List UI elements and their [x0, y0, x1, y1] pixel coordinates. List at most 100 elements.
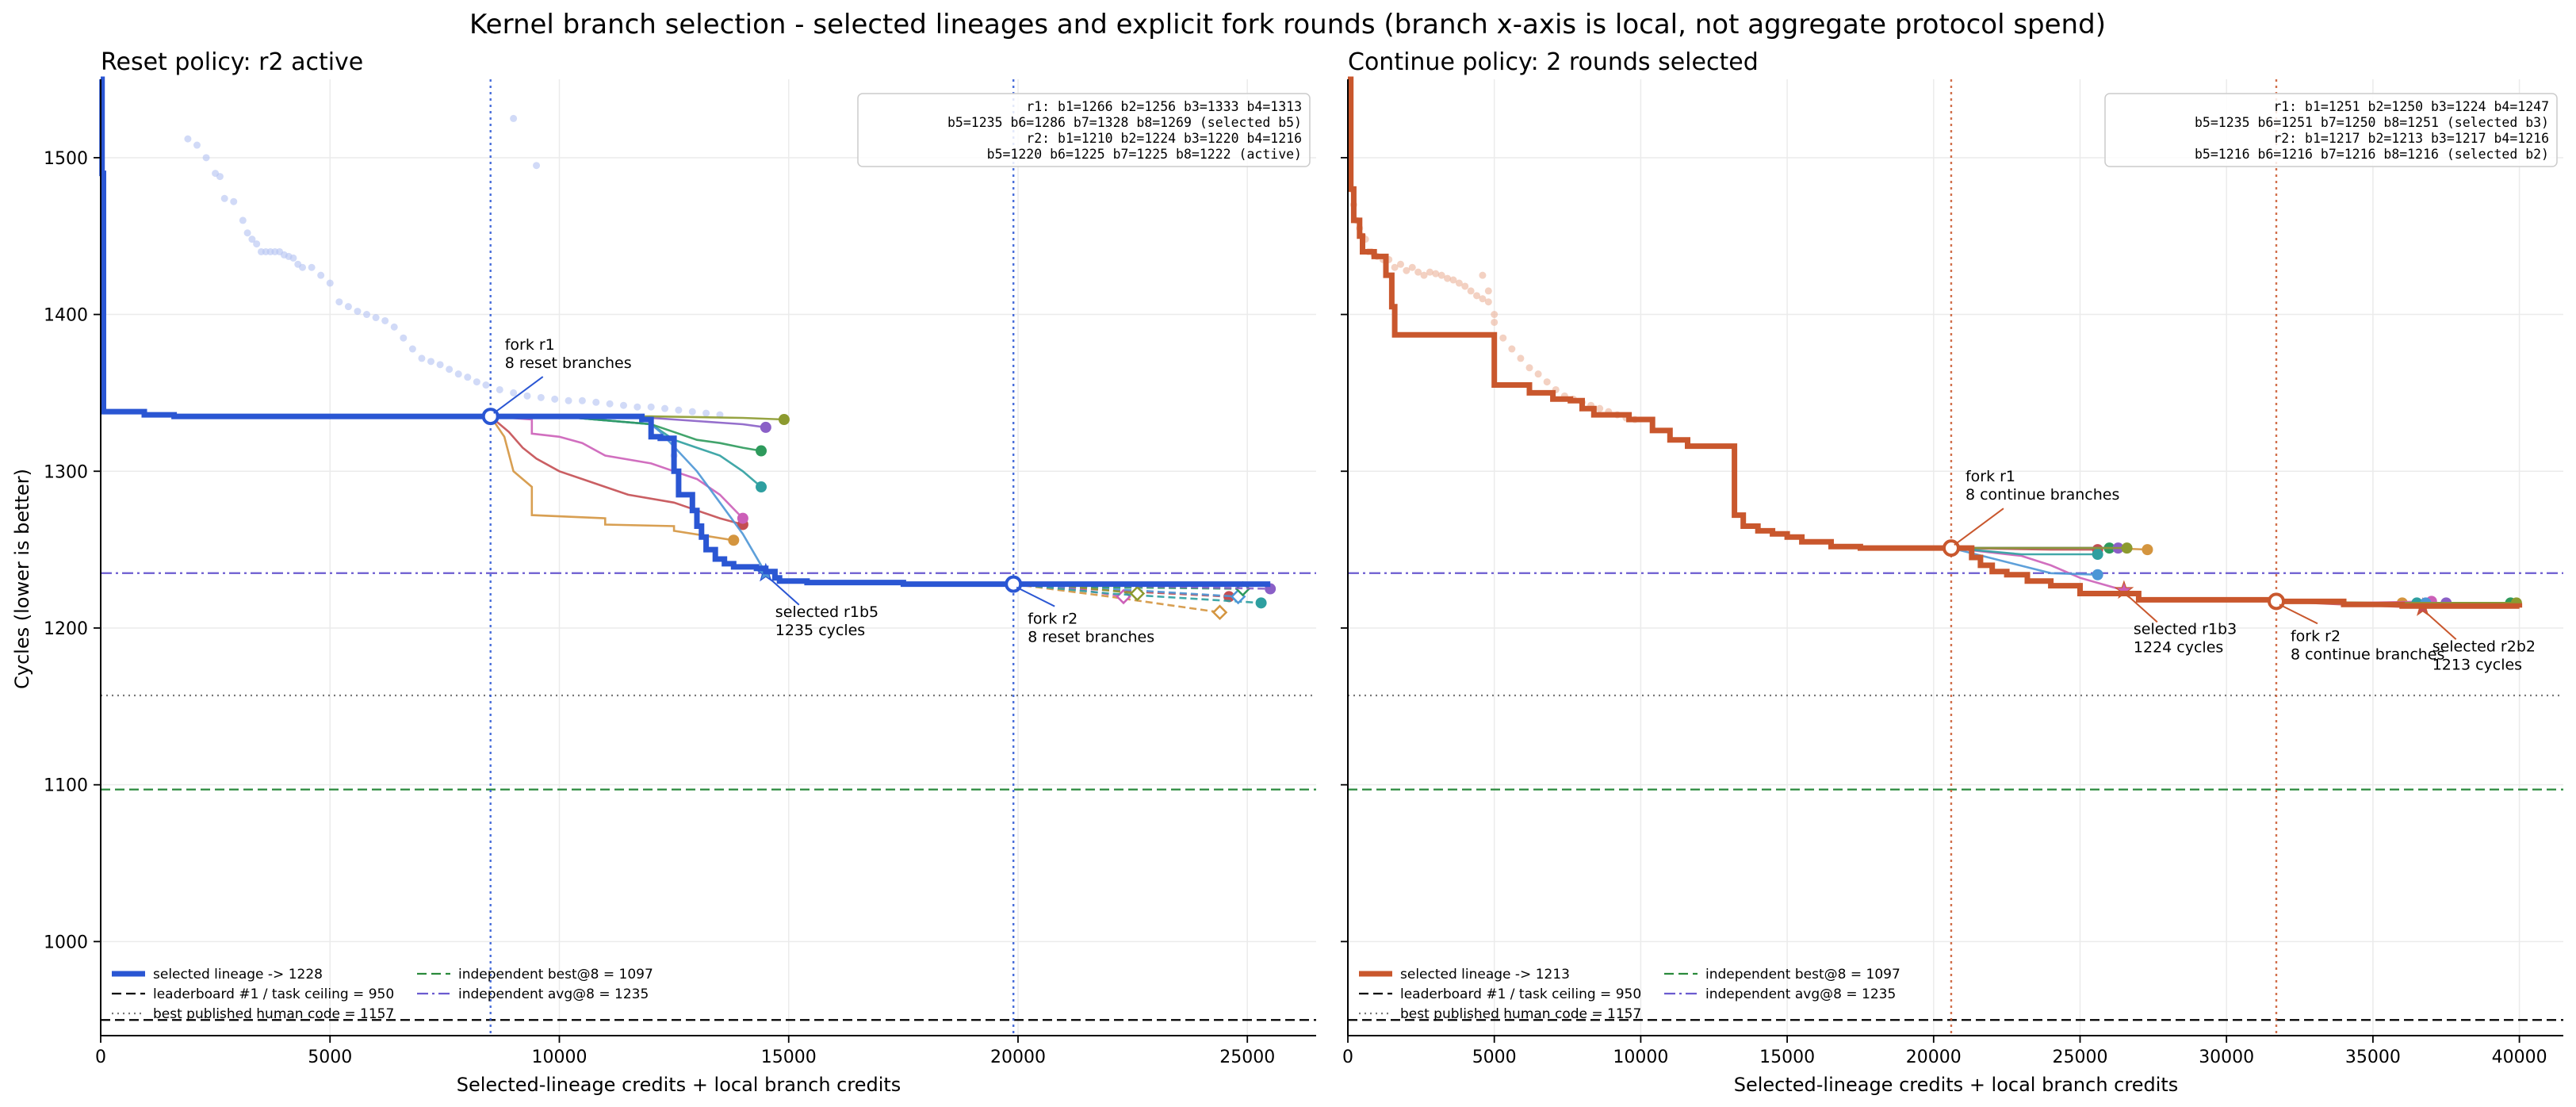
- reset-background-point: [619, 401, 627, 409]
- continue-x-tick-label: 20000: [1906, 1048, 1962, 1067]
- reset-fork-marker: [1005, 575, 1023, 593]
- continue-branch-line: [1950, 546, 2098, 556]
- reset-selected-lineage: [99, 76, 1271, 588]
- reset-branch-end-marker: [760, 421, 771, 433]
- reset-background-point: [317, 271, 325, 279]
- reset-background-point: [578, 396, 586, 404]
- reset-legend-label: leaderboard #1 / task ceiling = 950: [153, 986, 394, 1002]
- continue-background-point: [1426, 268, 1433, 276]
- reset-y-axis-label: Cycles (lower is better): [11, 469, 33, 689]
- reset-background-point: [565, 396, 572, 404]
- reset-background-point: [418, 354, 426, 362]
- continue-background-point: [1543, 378, 1551, 386]
- continue-info-box: [2104, 93, 2558, 167]
- continue-fork-annotation-arrow: [1954, 508, 2004, 546]
- reset-background-point: [184, 135, 192, 143]
- reset-background-point: [496, 385, 503, 393]
- reset-branch-end-marker: [737, 512, 748, 524]
- reset-background-point: [243, 229, 251, 237]
- reset-background-point: [253, 240, 261, 248]
- reset-branch-end-marker: [756, 481, 767, 493]
- reset-x-tick-label: 15000: [761, 1048, 817, 1067]
- reset-background-point: [661, 404, 669, 412]
- reset-background-point: [482, 381, 490, 389]
- reset-branch-end-marker: [1211, 604, 1228, 620]
- reset-legend-label: independent avg@8 = 1235: [458, 986, 649, 1002]
- continue-x-tick-label: 25000: [2052, 1048, 2107, 1067]
- continue-branch-line: [1950, 546, 2098, 576]
- reset-y-tick-label: 1100: [44, 776, 88, 796]
- reset-background-point: [510, 389, 518, 396]
- continue-x-tick-label: 15000: [1759, 1048, 1815, 1067]
- continue-background-point: [1461, 282, 1469, 290]
- continue-fork-label-detail: 8 continue branches: [1965, 486, 2119, 504]
- reset-background-point: [193, 141, 201, 149]
- reset-legend-label: selected lineage -> 1228: [153, 967, 323, 983]
- reset-background-point: [551, 395, 559, 403]
- continue-x-tick-label: 0: [1342, 1048, 1353, 1067]
- reset-y-tick-label: 1300: [44, 462, 88, 482]
- continue-x-tick-label: 35000: [2345, 1048, 2401, 1067]
- reset-background-point: [436, 361, 444, 369]
- continue-background-point: [1517, 354, 1525, 362]
- reset-fork-annotation-arrow: [493, 376, 544, 414]
- reset-y-tick-label: 1400: [44, 306, 88, 326]
- continue-branch-end-marker: [2092, 549, 2103, 561]
- continue-x-tick-label: 5000: [1472, 1048, 1517, 1067]
- continue-x-tick-label: 30000: [2199, 1048, 2254, 1067]
- continue-background-point: [1491, 318, 1499, 326]
- reset-info-box-line: r1: b1=1266 b2=1256 b3=1333 b4=1313: [1026, 99, 1302, 114]
- continue-background-point: [1396, 260, 1404, 268]
- reset-background-layer: [100, 79, 1316, 1036]
- reset-background-point: [400, 334, 408, 342]
- continue-background-point: [1508, 345, 1516, 353]
- reset-x-tick-label: 5000: [308, 1048, 352, 1067]
- reset-background-point: [354, 308, 362, 316]
- reset-background-point: [326, 279, 334, 287]
- reset-x-tick-label: 10000: [531, 1048, 587, 1067]
- reset-background-point: [308, 263, 316, 271]
- reset-background-point: [248, 236, 256, 243]
- continue-legend-label: independent avg@8 = 1235: [1705, 986, 1896, 1002]
- reset-background-point: [239, 216, 247, 224]
- reset-branch-end-marker: [1129, 585, 1146, 602]
- reset-background-point: [216, 173, 224, 181]
- reset-y-tick-label: 1000: [44, 933, 88, 952]
- reset-background-point: [523, 392, 531, 400]
- reset-fork-label-detail: 8 reset branches: [505, 354, 632, 372]
- continue-selected-lineage: [1348, 76, 2523, 609]
- continue-info-box-line: b5=1235 b6=1251 b7=1250 b8=1251 (selecte…: [2195, 115, 2549, 130]
- continue-panel-title: Continue policy: 2 rounds selected: [1348, 48, 1759, 76]
- continue-background-point: [1432, 270, 1440, 278]
- reset-legend-label: best published human code = 1157: [153, 1006, 394, 1022]
- reset-panel-title: Reset policy: r2 active: [101, 48, 363, 76]
- reset-selected-annotation-arrow: [768, 577, 800, 606]
- reset-background-point: [446, 366, 454, 373]
- reset-info-box-line: r2: b1=1210 b2=1224 b3=1220 b4=1216: [1026, 131, 1302, 146]
- reset-info-box: [857, 93, 1311, 167]
- continue-branch-end-marker: [2092, 569, 2103, 580]
- reset-background-point: [372, 314, 380, 322]
- reset-fork-label-detail: 8 reset branches: [1028, 629, 1154, 646]
- reset-branch-line: [490, 415, 744, 519]
- continue-axes-layer: selected lineage -> 1213 leaderboard #1 /…: [1341, 79, 2563, 1067]
- continue-background-layer: [1347, 79, 2563, 1036]
- reset-background-point: [230, 197, 238, 205]
- reset-background-point: [675, 406, 683, 414]
- reset-x-tick-label: 25000: [1219, 1048, 1275, 1067]
- continue-branch-end-marker: [2142, 544, 2153, 556]
- reset-background-point: [363, 311, 371, 319]
- reset-background-point: [335, 298, 343, 306]
- reset-fork-label: fork r2: [1028, 611, 1077, 628]
- reset-background-point: [381, 316, 389, 324]
- continue-background-point: [1479, 271, 1487, 279]
- continue-legend-label: best published human code = 1157: [1400, 1006, 1641, 1022]
- reset-y-tick-label: 1200: [44, 619, 88, 639]
- reset-background-point: [633, 403, 641, 411]
- continue-fork-marker: [2267, 592, 2285, 611]
- reset-branch-line: [1013, 583, 1220, 614]
- reset-selected-label-detail: 1235 cycles: [775, 622, 865, 639]
